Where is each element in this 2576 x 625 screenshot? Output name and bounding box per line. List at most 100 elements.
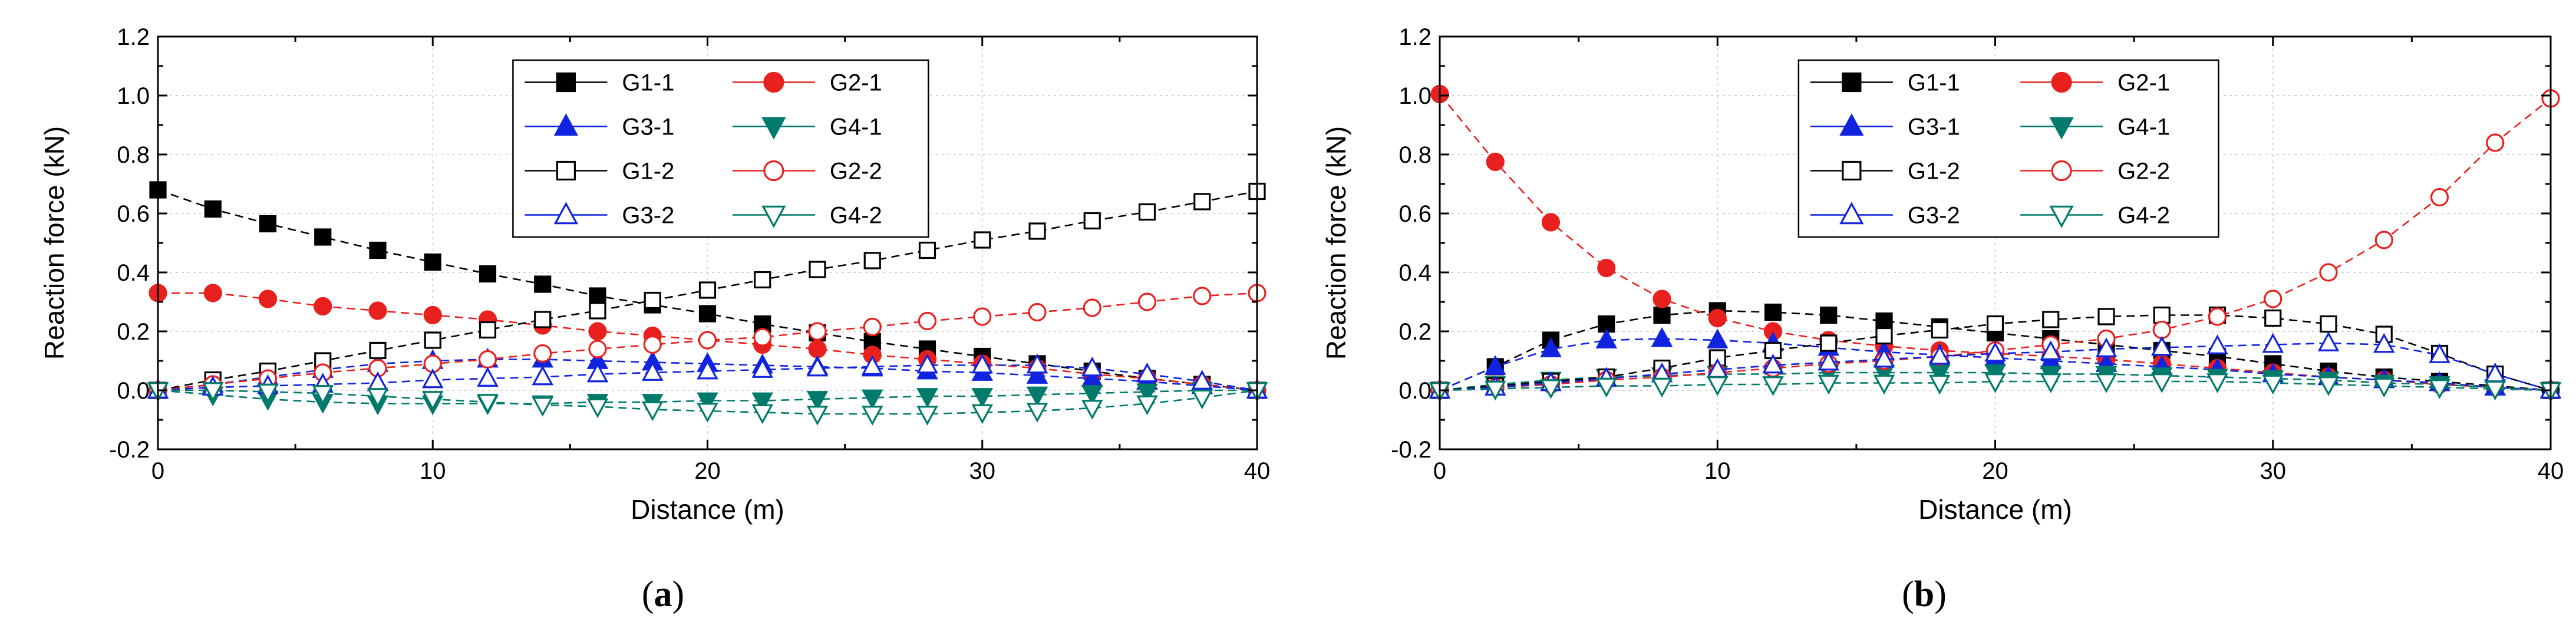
data-point: [1762, 376, 1784, 396]
legend-entry-G3-2: G3-2: [1810, 202, 1960, 229]
legend-marker: [1839, 202, 1864, 225]
data-point: [916, 353, 938, 374]
data-point: [1028, 222, 1046, 240]
series-line: [1439, 338, 2551, 392]
data-point: [2374, 231, 2393, 249]
data-point: [1083, 212, 1101, 230]
legend-marker: [2049, 117, 2074, 140]
data-point: [973, 307, 992, 326]
data-point: [1595, 328, 1618, 348]
legend: G1-1 G2-1 G3-1 G4-1 G1-2 G2-2 G3-2 G4-2: [1797, 59, 2219, 238]
legend-label: G2-2: [2117, 159, 2170, 185]
data-point: [1875, 327, 1893, 345]
y-tick-label: 0.2: [1399, 319, 1432, 345]
data-point: [1540, 379, 1562, 399]
caption-letter: b: [1914, 574, 1934, 614]
legend-label: G1-1: [622, 70, 674, 96]
legend-entry-G1-2: G1-2: [525, 159, 674, 185]
data-point: [2040, 373, 2062, 393]
data-point: [1540, 337, 1562, 357]
data-point: [1764, 303, 1782, 321]
caption-close-paren: ): [1934, 574, 1947, 614]
legend-entry-G4-2: G4-2: [2020, 203, 2170, 229]
y-tick-label: 0.0: [1399, 378, 1432, 404]
data-point: [367, 388, 389, 408]
data-point: [1026, 386, 1048, 407]
y-tick-label: 1.0: [1399, 83, 1432, 109]
x-tick-label: 10: [420, 458, 446, 484]
panel-caption: (b): [1902, 574, 1947, 614]
data-point: [2042, 311, 2060, 328]
data-point: [1026, 353, 1048, 374]
data-point: [314, 297, 332, 316]
legend-label: G4-1: [2117, 114, 2170, 140]
data-point: [2486, 133, 2505, 152]
data-point: [753, 328, 772, 347]
data-point: [971, 353, 994, 374]
data-point: [1762, 353, 1784, 374]
legend-label: G4-1: [830, 114, 882, 140]
data-point: [368, 301, 387, 320]
panel-caption: (a): [642, 574, 684, 614]
legend-label: G3-1: [622, 114, 674, 140]
legend-entry-G1-2: G1-2: [1810, 159, 1960, 185]
data-point: [1986, 315, 2004, 333]
y-tick-label: 1.0: [117, 83, 150, 109]
series-group: [1429, 84, 2562, 402]
data-point: [698, 305, 717, 323]
x-tick-label: 40: [2538, 458, 2564, 484]
data-point: [1136, 383, 1158, 404]
x-tick-label: 20: [1982, 458, 2008, 484]
data-point: [534, 275, 552, 293]
y-tick-label: -0.2: [1391, 437, 1432, 463]
data-point: [641, 361, 664, 381]
data-point: [2206, 373, 2228, 393]
data-point: [479, 321, 497, 339]
data-point: [697, 392, 718, 413]
data-point: [259, 215, 277, 233]
data-point: [424, 253, 441, 271]
data-point: [2373, 333, 2395, 353]
data-point: [1081, 400, 1103, 420]
data-point: [971, 404, 994, 425]
data-point: [1984, 341, 2006, 362]
data-point: [1484, 380, 1506, 401]
data-point: [424, 331, 441, 349]
data-point: [806, 391, 829, 411]
y-tick-label: 0.8: [1399, 142, 1432, 168]
data-point: [2319, 263, 2338, 282]
data-point: [863, 252, 881, 269]
legend-marker: [763, 160, 784, 182]
legend: G1-1 G2-1 G3-1 G4-1 G1-2 G2-2 G3-2 G4-2: [512, 59, 929, 238]
data-point: [421, 368, 444, 389]
legend-marker: [761, 117, 786, 140]
data-point: [751, 358, 774, 378]
data-point: [1028, 302, 1047, 322]
data-point: [861, 389, 883, 410]
data-point: [314, 228, 332, 246]
legend-marker: [1842, 72, 1862, 93]
legend-marker: [763, 71, 784, 93]
data-point: [421, 391, 444, 411]
data-point: [1818, 350, 1840, 371]
data-point: [754, 271, 771, 289]
legend-marker: [2051, 71, 2072, 93]
series-line: [1439, 380, 2551, 392]
legend-label: G3-2: [1908, 203, 1960, 229]
data-point: [2150, 373, 2173, 393]
data-point: [533, 344, 552, 363]
data-point: [751, 392, 774, 413]
data-point: [2262, 374, 2284, 395]
data-point: [1137, 292, 1157, 311]
series-line: [158, 292, 1258, 392]
data-point: [2264, 309, 2282, 327]
data-point: [1138, 203, 1156, 221]
data-point: [698, 331, 717, 350]
x-tick-label: 10: [1704, 458, 1731, 484]
data-point: [588, 322, 607, 341]
series-G4-2: [147, 382, 1268, 426]
legend-label: G2-2: [830, 159, 882, 185]
data-point: [586, 398, 609, 419]
data-point: [1191, 389, 1213, 410]
